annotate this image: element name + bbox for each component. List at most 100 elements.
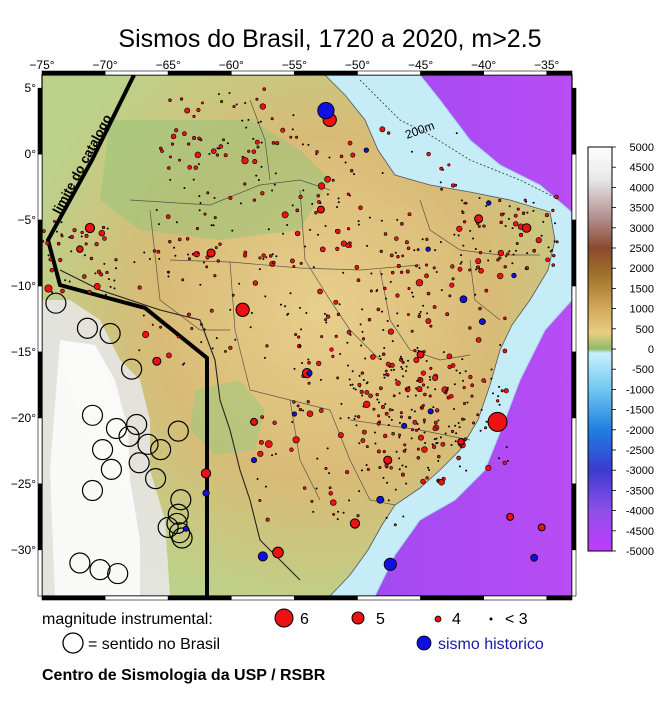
small-event <box>356 278 361 283</box>
small-event <box>428 394 432 398</box>
small-event <box>295 135 299 139</box>
small-event <box>259 103 267 110</box>
small-event <box>502 460 507 466</box>
small-event <box>408 386 411 389</box>
small-event <box>356 514 360 518</box>
small-event <box>340 402 343 405</box>
small-event <box>331 354 335 358</box>
legend-mag5-label: 5 <box>376 611 385 628</box>
small-event <box>258 439 264 445</box>
small-event <box>382 449 386 454</box>
small-event <box>49 268 54 273</box>
small-event <box>462 244 465 247</box>
colorbar-tick-label: -2000 <box>626 425 654 437</box>
small-event <box>435 408 440 413</box>
historic-event <box>511 272 517 279</box>
small-event <box>243 182 247 186</box>
small-event <box>241 157 249 165</box>
small-event <box>170 133 177 140</box>
small-event <box>454 183 458 187</box>
lon-tick-label: −55° <box>282 58 307 72</box>
small-event <box>113 279 116 282</box>
small-event <box>178 158 181 162</box>
colorbar-tick-label: 1500 <box>630 283 654 295</box>
small-event <box>459 372 462 375</box>
small-event <box>414 394 417 397</box>
small-event <box>181 278 185 282</box>
small-event <box>396 324 399 327</box>
small-event <box>403 443 407 447</box>
small-event <box>183 187 186 190</box>
small-event <box>450 429 455 434</box>
small-event <box>484 426 488 430</box>
small-event <box>198 209 201 212</box>
small-event <box>339 154 344 159</box>
historic-event <box>306 370 313 377</box>
small-event <box>405 365 408 368</box>
small-event <box>381 310 384 313</box>
small-event <box>105 270 109 275</box>
felt-event <box>167 420 189 442</box>
felt-event <box>128 452 150 474</box>
small-event <box>389 253 394 258</box>
historic-event <box>257 551 268 562</box>
small-event <box>432 426 437 431</box>
small-event <box>460 254 463 257</box>
small-event <box>223 153 228 158</box>
small-event <box>346 364 349 367</box>
small-event <box>210 224 213 227</box>
small-event <box>289 258 295 264</box>
small-event <box>440 187 444 191</box>
instrumental-event <box>383 455 393 465</box>
small-event <box>203 328 206 331</box>
small-event <box>270 117 274 121</box>
small-event <box>498 385 501 388</box>
small-event <box>87 289 92 294</box>
small-event <box>302 486 307 490</box>
historic-event <box>401 422 408 429</box>
small-event <box>423 392 427 397</box>
small-event <box>427 466 430 469</box>
small-event <box>516 207 520 211</box>
small-event <box>382 476 385 479</box>
small-event <box>390 418 393 421</box>
small-event <box>407 212 412 217</box>
frame-tick <box>571 483 577 551</box>
small-event <box>385 297 388 300</box>
small-event <box>311 202 314 205</box>
small-event <box>358 205 363 211</box>
credit-line: Centro de Sismologia da USP / RSBR <box>42 667 326 684</box>
small-event <box>192 114 196 118</box>
felt-event <box>118 425 140 448</box>
small-event <box>395 380 401 386</box>
small-event <box>417 427 420 430</box>
small-event <box>376 421 381 426</box>
small-event <box>360 371 365 375</box>
small-event <box>292 114 295 117</box>
small-event <box>44 284 53 293</box>
small-event <box>109 285 112 288</box>
small-event <box>167 166 171 170</box>
small-event <box>400 366 403 369</box>
small-event <box>498 256 502 260</box>
small-event <box>286 223 289 226</box>
small-event <box>425 360 428 363</box>
small-event <box>411 291 414 294</box>
small-event <box>137 285 142 290</box>
lon-tick-label: −50° <box>345 58 370 72</box>
small-event <box>182 131 187 137</box>
frame-tick <box>546 70 573 76</box>
small-event <box>404 370 407 373</box>
small-event <box>450 264 455 269</box>
small-event <box>446 388 449 391</box>
small-event <box>462 220 467 224</box>
instrumental-event <box>474 214 484 224</box>
small-event <box>260 415 265 419</box>
small-event <box>275 141 280 146</box>
small-event <box>350 152 356 158</box>
small-event <box>407 359 410 362</box>
small-event <box>174 254 177 257</box>
small-event <box>398 392 401 395</box>
legend-historic-label: sismo historico <box>438 636 544 653</box>
